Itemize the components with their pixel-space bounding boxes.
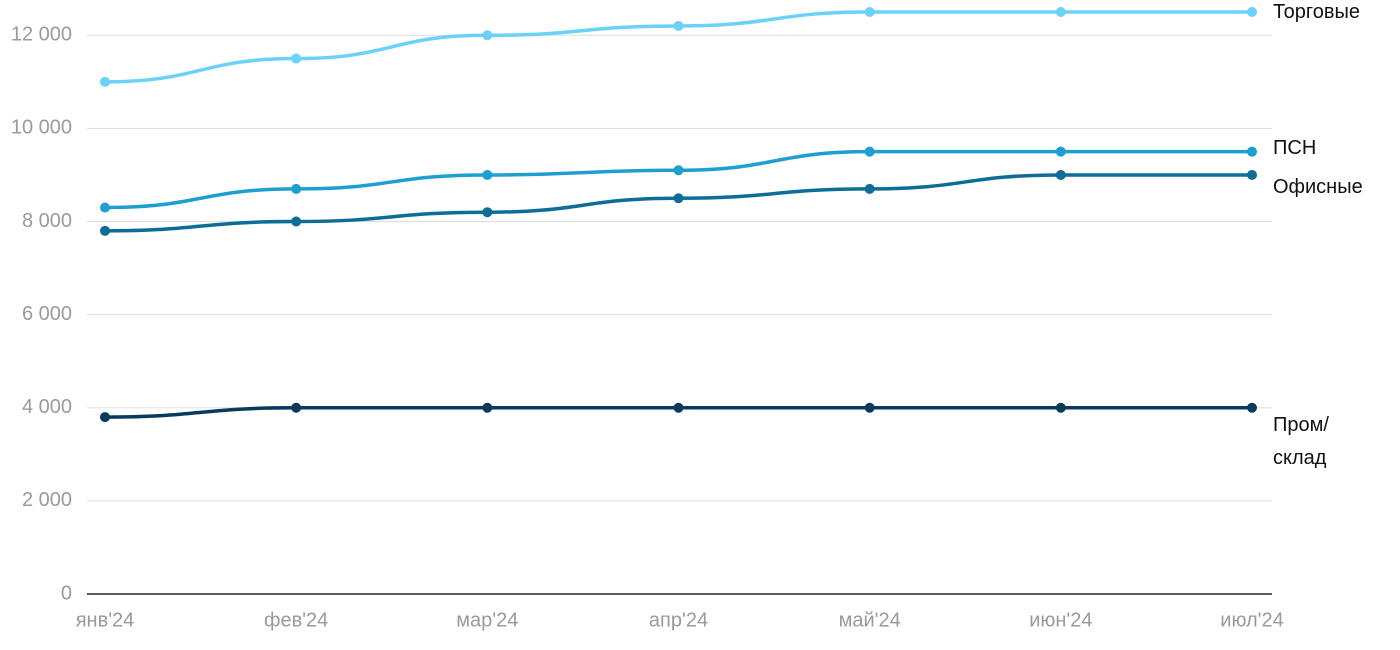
data-point — [482, 30, 493, 41]
data-point — [482, 402, 493, 413]
data-point — [673, 20, 684, 31]
data-point — [1055, 169, 1066, 180]
data-point — [1055, 7, 1066, 17]
series-label: ПСН — [1273, 136, 1317, 159]
data-point — [291, 216, 302, 227]
data-point — [1247, 402, 1257, 413]
y-tick-label: 2 000 — [22, 489, 72, 511]
data-point — [864, 7, 875, 17]
data-point — [100, 412, 110, 423]
series-label: Офисные — [1273, 175, 1363, 198]
x-tick-label: июл'24 — [1220, 609, 1283, 631]
data-point — [291, 183, 302, 194]
data-point — [1055, 402, 1066, 413]
data-point — [100, 76, 110, 87]
x-tick-label: июн'24 — [1029, 609, 1092, 631]
x-tick-label: май'24 — [839, 609, 901, 631]
data-point — [1247, 169, 1257, 180]
x-tick-label: мар'24 — [456, 609, 518, 631]
series-label: Пром/ склад — [1273, 413, 1329, 469]
y-tick-label: 8 000 — [22, 210, 72, 232]
data-point — [864, 183, 875, 194]
data-point — [1247, 7, 1257, 17]
data-point — [673, 165, 684, 176]
data-point — [100, 202, 110, 213]
data-point — [291, 402, 302, 413]
data-point — [864, 402, 875, 413]
x-tick-label: янв'24 — [76, 609, 135, 631]
data-point — [100, 225, 110, 236]
data-point — [673, 193, 684, 204]
x-tick-label: апр'24 — [649, 609, 708, 631]
data-point — [673, 402, 684, 413]
data-point — [1055, 146, 1066, 157]
data-point — [482, 207, 493, 218]
data-point — [864, 146, 875, 157]
y-tick-label: 6 000 — [22, 303, 72, 325]
y-tick-label: 0 — [61, 582, 72, 604]
y-tick-label: 12 000 — [11, 24, 72, 46]
series-label: Торговые — [1273, 1, 1361, 23]
y-tick-label: 4 000 — [22, 396, 72, 418]
data-point — [482, 169, 493, 180]
y-tick-label: 10 000 — [11, 117, 72, 139]
data-point — [291, 53, 302, 64]
data-point — [1247, 146, 1257, 157]
x-tick-label: фев'24 — [264, 609, 328, 631]
